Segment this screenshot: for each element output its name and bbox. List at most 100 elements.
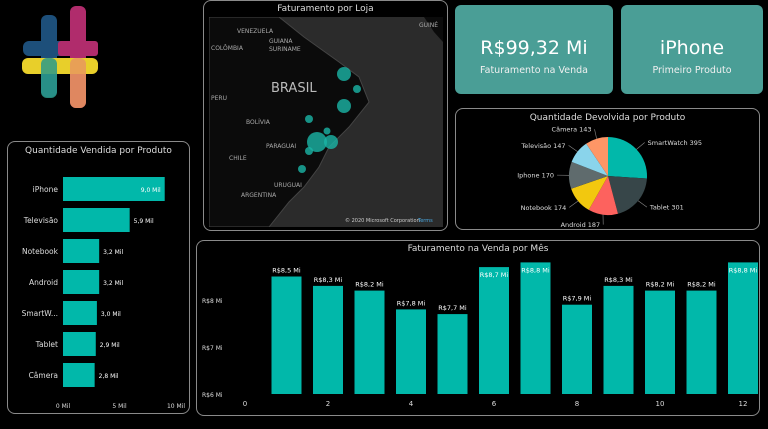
data-label: 3,0 Mil	[101, 311, 121, 318]
data-label: R$8,3 Mi	[604, 276, 633, 284]
map-bubble[interactable]	[305, 147, 313, 155]
map-bubble[interactable]	[337, 99, 351, 113]
data-label: R$7,8 Mi	[397, 299, 426, 307]
map-bubble[interactable]	[305, 115, 313, 123]
bar[interactable]	[396, 309, 426, 394]
map-label: ARGENTINA	[241, 192, 277, 199]
sold-qty-panel: Quantidade Vendida por Produto iPhone 9,0…	[7, 141, 190, 414]
map[interactable]: VENEZUELA GUIANA COLÔMBIA SURINAME GUINÉ…	[209, 17, 443, 227]
bar[interactable]	[63, 301, 97, 325]
map-label: PERU	[211, 95, 227, 102]
x-tick-label: 12	[739, 400, 748, 408]
pie-slice[interactable]	[608, 176, 647, 214]
chart-title: Quantidade Devolvida por Produto	[529, 113, 686, 123]
bar[interactable]	[354, 290, 385, 394]
kpi-card-top-product[interactable]: iPhone Primeiro Produto	[621, 5, 763, 94]
bar[interactable]	[479, 267, 509, 394]
map-label: SURINAME	[269, 46, 301, 53]
bar[interactable]	[63, 208, 130, 232]
monthly-revenue-panel: Faturamento na Venda por Mês R$6 Mi R$7 M…	[196, 240, 760, 416]
returns-pie-chart: SmartWatch 395 Tablet 301 Android 187 Noteb…	[517, 126, 702, 229]
category-label: Notebook	[22, 247, 59, 256]
y-tick-label: R$8 Mi	[202, 298, 223, 305]
data-label: R$8,8 Mi	[729, 266, 758, 274]
data-label: R$8,5 Mi	[272, 267, 301, 275]
y-tick-label: R$7 Mi	[202, 345, 223, 352]
category-label: Tablet	[35, 340, 58, 349]
bar[interactable]	[63, 270, 100, 294]
pie-slice[interactable]	[608, 137, 647, 179]
kpi-card-revenue[interactable]: R$99,32 Mi Faturamento na Venda	[455, 5, 613, 94]
map-bubble[interactable]	[337, 67, 351, 81]
bar[interactable]	[63, 332, 96, 356]
map-bubble[interactable]	[324, 135, 338, 149]
slice-label: SmartWatch 395	[648, 139, 702, 147]
leader-line	[569, 200, 579, 208]
x-tick-label: 10 Mil	[167, 403, 185, 410]
map-bubble[interactable]	[307, 132, 327, 152]
pie-slice[interactable]	[586, 137, 608, 176]
sold-qty-chart: iPhone 9,0 Mil Televisão 5,9 Mil Notebook 3,2…	[22, 177, 185, 410]
bar[interactable]	[63, 177, 165, 201]
category-label: iPhone	[33, 185, 59, 194]
map-label: PARAGUAI	[266, 143, 296, 150]
bar[interactable]	[63, 239, 100, 263]
category-label: Câmera	[29, 371, 58, 380]
data-label: 5,9 Mil	[134, 218, 154, 225]
category-label: SmartW...	[22, 309, 58, 318]
slice-label: Notebook 174	[521, 204, 567, 212]
slice-label: Android 187	[561, 221, 601, 229]
x-tick-label: 10	[656, 400, 665, 408]
kpi-value: R$99,32 Mi	[480, 37, 588, 59]
slice-label: Televisão 147	[520, 142, 565, 150]
map-label: CHILE	[229, 155, 247, 162]
x-tick-label: 0	[243, 400, 247, 408]
data-label: 9,0 Mil	[141, 187, 161, 194]
map-terms-link[interactable]: Terms	[417, 218, 433, 224]
data-label: R$7,9 Mi	[563, 295, 592, 303]
pie-slice[interactable]	[571, 176, 608, 210]
bar[interactable]	[63, 363, 95, 387]
x-tick-label: 6	[492, 400, 497, 408]
map-bubble[interactable]	[298, 165, 306, 173]
x-tick-label: 8	[575, 400, 579, 408]
bar[interactable]	[645, 290, 675, 394]
map-attribution: © 2020 Microsoft Corporation	[345, 217, 420, 224]
map-label: BRASIL	[271, 81, 317, 96]
data-label: 2,9 Mil	[100, 342, 120, 349]
bar[interactable]	[520, 262, 551, 394]
data-label: R$8,2 Mi	[355, 281, 384, 289]
bar[interactable]	[562, 304, 592, 394]
pie-slice[interactable]	[588, 176, 618, 215]
monthly-revenue-chart: R$6 Mi R$7 Mi R$8 Mi 0 2 4 6 8 10 12 R$8,5 Mi R$8,3…	[202, 262, 758, 408]
map-bubble[interactable]	[353, 85, 361, 93]
y-tick-label: R$6 Mi	[202, 392, 223, 399]
pie-slice[interactable]	[571, 143, 608, 176]
bar[interactable]	[271, 276, 302, 395]
pie-slice[interactable]	[569, 161, 608, 189]
kpi-label: Faturamento na Venda	[480, 65, 588, 76]
kpi-label: Primeiro Produto	[652, 65, 732, 76]
map-panel[interactable]: Faturamento por Loja VENEZUELA GUIANA CO…	[203, 0, 448, 231]
data-label: R$8,8 Mi	[521, 266, 550, 274]
map-label: BOLÍVIA	[246, 119, 271, 126]
x-tick-label: 4	[409, 400, 414, 408]
bar[interactable]	[437, 314, 468, 394]
leader-line	[636, 142, 645, 150]
leader-line	[594, 129, 597, 139]
x-tick-label: 0 Mil	[56, 403, 71, 410]
bar[interactable]	[686, 290, 717, 394]
map-title: Faturamento por Loja	[277, 4, 374, 14]
category-label: Televisão	[23, 216, 59, 225]
kpi-value: iPhone	[659, 37, 725, 59]
data-label: R$8,7 Mi	[480, 271, 509, 279]
bar[interactable]	[313, 285, 343, 394]
map-label: GUIANA	[269, 38, 293, 45]
data-label: 2,8 Mil	[99, 373, 119, 380]
bar[interactable]	[728, 262, 758, 394]
bar[interactable]	[603, 285, 634, 394]
map-label: COLÔMBIA	[211, 45, 244, 52]
map-label: GUINÉ	[419, 21, 438, 29]
map-bubble[interactable]	[323, 127, 331, 135]
leader-line	[637, 200, 648, 208]
